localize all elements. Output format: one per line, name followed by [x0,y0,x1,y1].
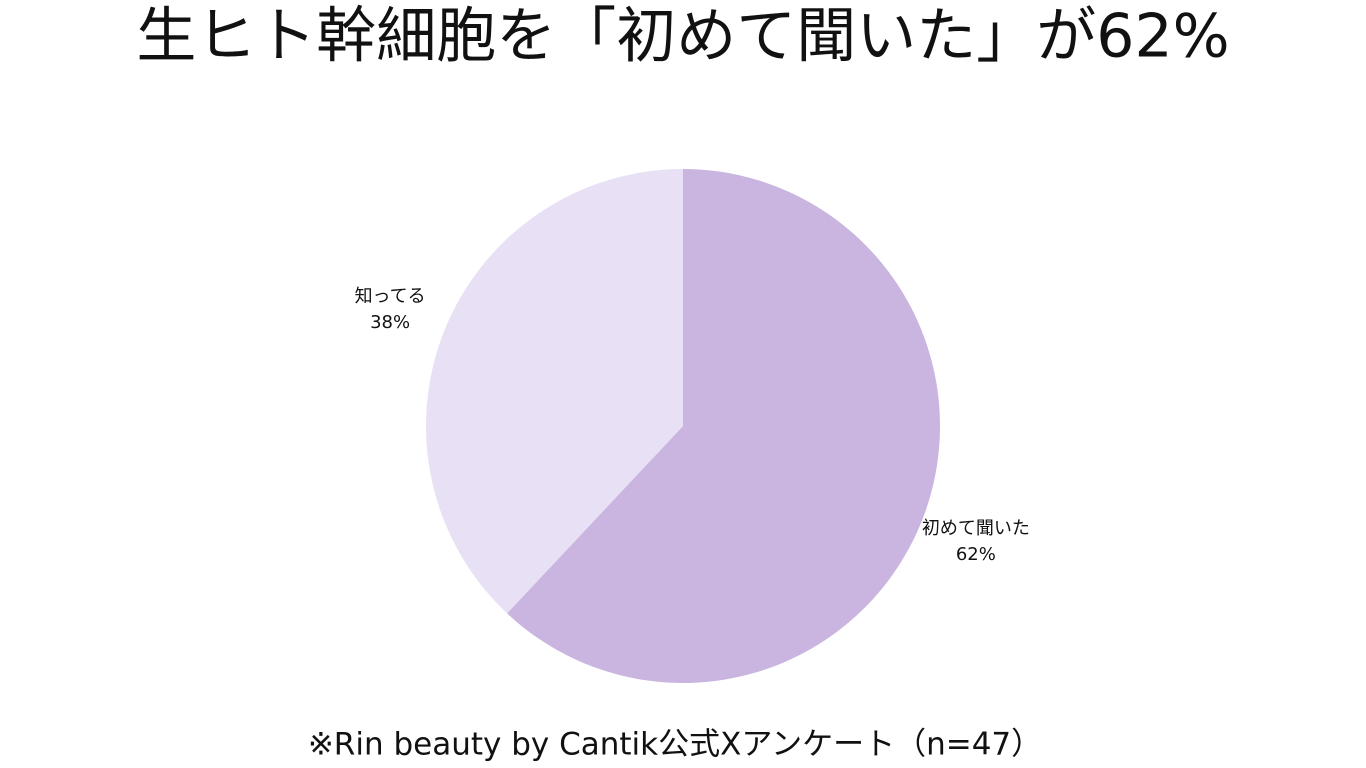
slice-label: 知ってる [355,286,426,307]
value-label: 38% [370,312,410,333]
chart-title: 生ヒト幹細胞を「初めて聞いた」が62% [136,2,1229,72]
pie-slice [426,169,683,614]
footnote: ※Rin beauty by Cantik公式Xアンケート（n=47） [308,727,1042,763]
value-label: 62% [956,544,996,565]
pie-slice [507,169,940,683]
slice-label: 初めて聞いた [922,518,1030,539]
